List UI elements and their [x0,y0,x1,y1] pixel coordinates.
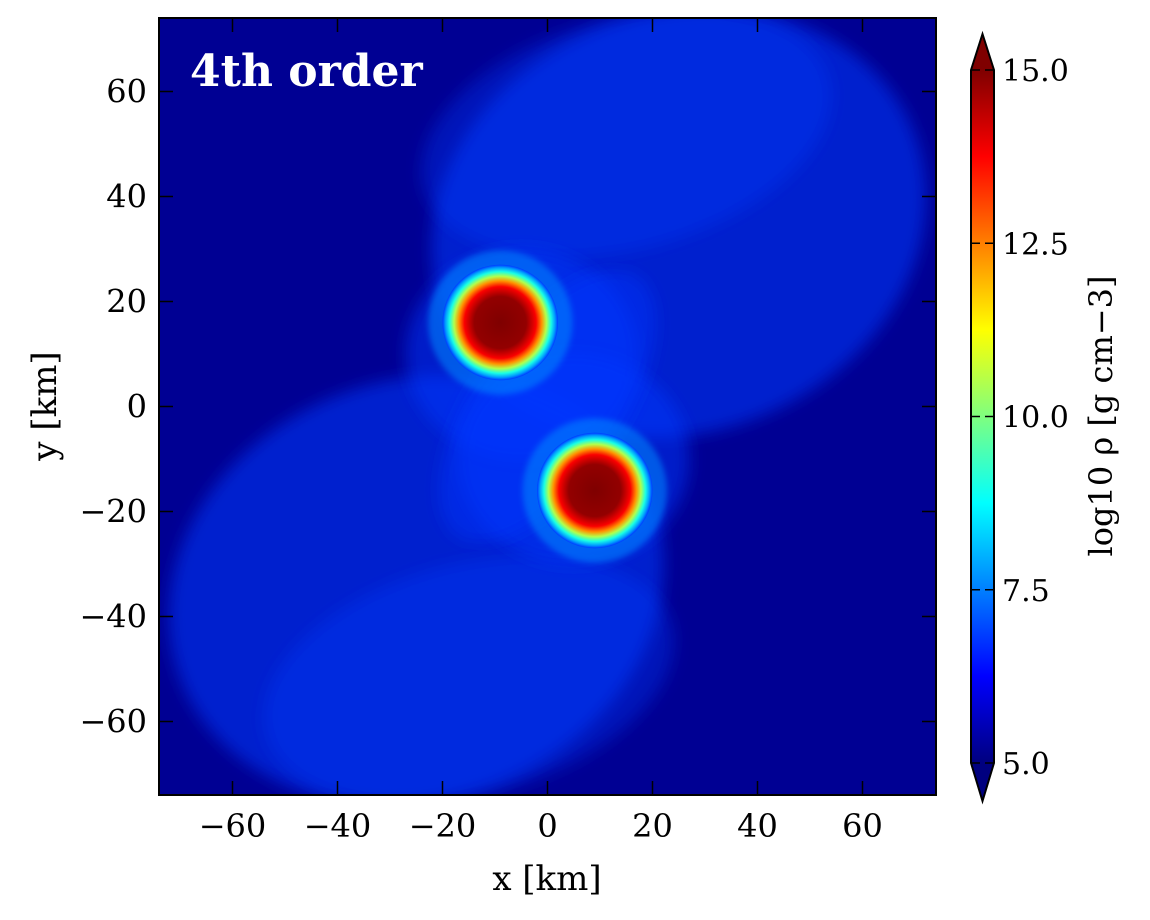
x-axis-label: x [km] [492,859,601,899]
x-tick-label: 40 [737,807,778,845]
y-tick-label: −40 [79,598,147,636]
envelope-lobe [421,18,832,258]
colorbar-tick-label: 15.0 [1002,54,1069,89]
colorbar-tick-label: 12.5 [1002,227,1069,262]
y-axis-ticks: −60 −40 −20 0 20 40 60 [79,73,936,741]
y-tick-label: 0 [127,388,147,426]
neutron-star-core [442,264,558,381]
x-tick-label: −20 [409,807,477,845]
colorbar-label: log10 ρ [g cm−3] [1082,276,1120,557]
envelope-lobe [263,555,674,795]
colorbar-extend-top [971,34,994,70]
heatmap-plot-area [159,18,936,795]
colorbar-extend-bottom [971,763,994,801]
x-tick-label: 20 [632,807,673,845]
y-tick-label: −20 [79,493,147,531]
colorbar: 5.0 7.5 10.0 12.5 15.0 [970,30,1069,805]
y-axis-label: y [km] [25,351,65,461]
colorbar-tick-label: 7.5 [1002,574,1050,609]
y-tick-label: 20 [106,283,147,321]
x-tick-label: 0 [537,807,557,845]
x-tick-label: 60 [842,807,883,845]
neutron-star-core [537,432,653,549]
colorbar-ticks: 5.0 7.5 10.0 12.5 15.0 [971,54,1069,782]
x-tick-label: −40 [304,807,372,845]
panel-label: 4th order [190,46,424,97]
colorbar-tick-label: 5.0 [1002,747,1050,782]
colorbar-tick-label: 10.0 [1002,401,1069,436]
y-tick-label: −60 [79,703,147,741]
envelope-lobe [438,270,657,543]
y-tick-label: 40 [106,178,147,216]
x-axis-ticks: −60 −40 −20 0 20 40 60 [199,18,883,845]
density-cores [428,250,667,563]
x-tick-label: −60 [199,807,267,845]
y-tick-label: 60 [106,73,147,111]
